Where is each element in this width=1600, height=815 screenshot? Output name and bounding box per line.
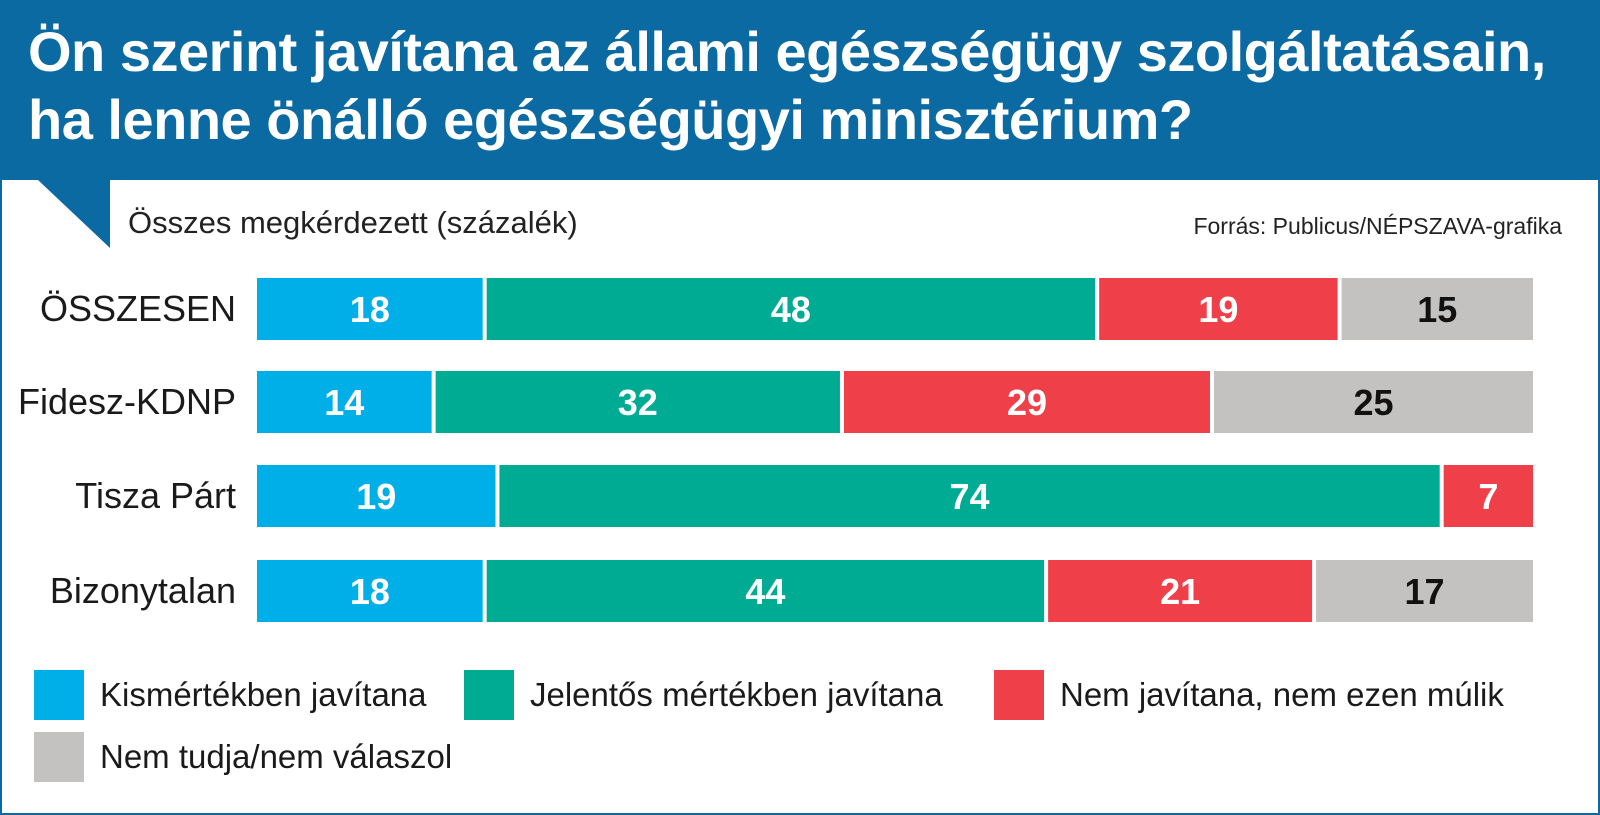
row-label-fidesz-kdnp: Fidesz-KDNP: [18, 381, 236, 422]
bar-bizonytalan-nem-javitana-nem-ezen-mulik: [1048, 560, 1313, 622]
bar-tisza-part-nem-javitana-nem-ezen-mulik: [1443, 465, 1533, 527]
value-label-osszesen-jelentos-mertekben-javitana: 48: [771, 289, 811, 330]
value-label-fidesz-kdnp-nem-javitana-nem-ezen-mulik: 29: [1007, 382, 1047, 423]
legend-swatch-nem-tudja: [34, 732, 84, 782]
bar-fidesz-kdnp-nem-javitana-nem-ezen-mulik: [843, 371, 1210, 433]
source-note: Forrás: Publicus/NÉPSZAVA-grafika: [1193, 213, 1562, 239]
bar-fidesz-kdnp-jelentos-mertekben-javitana: [435, 371, 840, 433]
legend-label-nem-tudja: Nem tudja/nem válaszol: [100, 738, 453, 775]
value-label-tisza-part-jelentos-mertekben-javitana: 74: [950, 476, 990, 517]
bar-bizonytalan-jelentos-mertekben-javitana: [486, 560, 1045, 622]
legend-item-nem-javitana: Nem javítana, nem ezen múlik: [994, 670, 1504, 720]
bar-osszesen-nem-tudja-nem-valaszol: [1341, 278, 1533, 340]
value-label-bizonytalan-kismertekben-javitana: 18: [350, 571, 390, 612]
legend-item-nem-tudja: Nem tudja/nem válaszol: [34, 732, 452, 782]
value-label-bizonytalan-nem-javitana-nem-ezen-mulik: 21: [1160, 571, 1200, 612]
value-label-fidesz-kdnp-nem-tudja-nem-valaszol: 25: [1353, 382, 1393, 423]
legend-item-kismertekben: Kismértékben javítana: [34, 670, 427, 720]
bar-bizonytalan-kismertekben-javitana: [257, 560, 483, 622]
bar-tisza-part-kismertekben-javitana: [257, 465, 496, 527]
bar-osszesen-jelentos-mertekben-javitana: [486, 278, 1096, 340]
bar-tisza-part-jelentos-mertekben-javitana: [499, 465, 1440, 527]
value-label-fidesz-kdnp-jelentos-mertekben-javitana: 32: [618, 382, 658, 423]
row-label-osszesen: ÖSSZESEN: [40, 288, 236, 329]
legend-item-jelentos: Jelentős mértékben javítana: [464, 670, 943, 720]
value-label-fidesz-kdnp-kismertekben-javitana: 14: [324, 382, 364, 423]
value-label-osszesen-nem-tudja-nem-valaszol: 15: [1417, 289, 1457, 330]
legend-swatch-jelentos: [464, 670, 514, 720]
bar-osszesen-kismertekben-javitana: [257, 278, 483, 340]
value-label-bizonytalan-nem-tudja-nem-valaszol: 17: [1405, 571, 1445, 612]
header-notch: [38, 180, 110, 248]
value-label-osszesen-kismertekben-javitana: 18: [350, 289, 390, 330]
bar-osszesen-nem-javitana-nem-ezen-mulik: [1099, 278, 1338, 340]
title-line-2: ha lenne önálló egészségügyi minisztériu…: [28, 88, 1193, 151]
bar-fidesz-kdnp-nem-tudja-nem-valaszol: [1214, 371, 1533, 433]
chart-subtitle: Összes megkérdezett (százalék): [128, 205, 578, 240]
value-label-tisza-part-kismertekben-javitana: 19: [356, 476, 396, 517]
legend-label-kismertekben: Kismértékben javítana: [100, 676, 427, 713]
stacked-bar-chart: ÖSSZESEN 18 48 19 15 Fidesz-KDNP 14 32 29 25 Tisza…: [18, 278, 1533, 622]
bar-fidesz-kdnp-kismertekben-javitana: [257, 371, 432, 433]
chart-title: Ön szerint javítana az állami egészségüg…: [28, 18, 1588, 154]
legend-label-nem-javitana: Nem javítana, nem ezen múlik: [1060, 676, 1504, 713]
legend-swatch-nem-javitana: [994, 670, 1044, 720]
row-label-bizonytalan: Bizonytalan: [50, 570, 236, 611]
title-line-1: Ön szerint javítana az állami egészségüg…: [28, 20, 1546, 83]
legend-label-jelentos: Jelentős mértékben javítana: [530, 676, 943, 713]
value-label-tisza-part-nem-javitana-nem-ezen-mulik: 7: [1478, 476, 1498, 517]
header-banner: Ön szerint javítana az állami egészségüg…: [0, 0, 1600, 180]
legend-swatch-kismertekben: [34, 670, 84, 720]
row-label-tisza-part: Tisza Párt: [75, 475, 236, 516]
value-label-osszesen-nem-javitana-nem-ezen-mulik: 19: [1198, 289, 1238, 330]
legend: Kismértékben javítana Jelentős mértékben…: [30, 670, 1590, 790]
bar-bizonytalan-nem-tudja-nem-valaszol: [1316, 560, 1533, 622]
value-label-bizonytalan-jelentos-mertekben-javitana: 44: [745, 571, 785, 612]
